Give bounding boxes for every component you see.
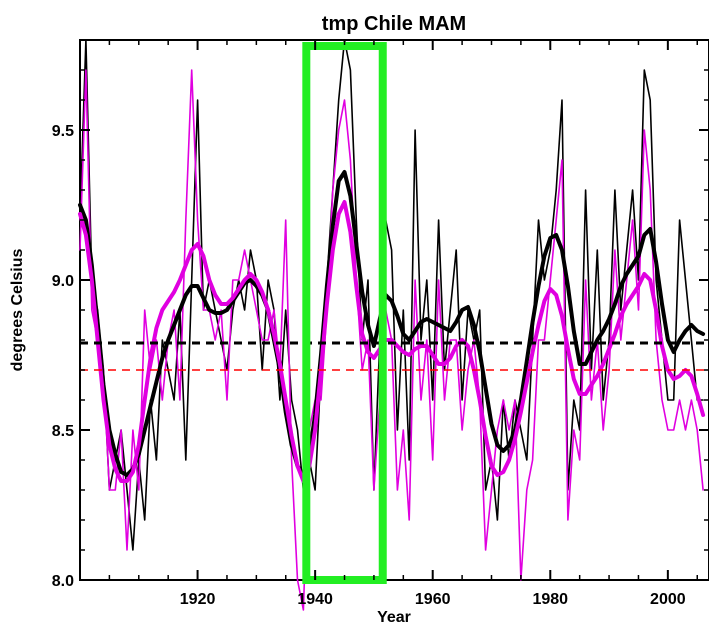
y-tick-label: 9.5 <box>52 123 74 140</box>
x-tick-label: 1920 <box>180 591 216 608</box>
x-axis-label: Year <box>377 609 411 626</box>
reference-lines-layer <box>80 341 709 371</box>
smoothed-magenta-series-line <box>78 200 706 483</box>
highlight-layer <box>302 42 387 584</box>
series-layer <box>78 39 706 611</box>
tick-layer: 1920 1940 1960 1980 2000 8.0 8.5 9.0 9.5 <box>52 39 709 608</box>
chart-title: tmp Chile MAM <box>322 13 466 35</box>
y-axis-label: degrees Celsius <box>9 249 26 372</box>
x-tick-label: 1980 <box>532 591 568 608</box>
x-tick-label: 1960 <box>415 591 451 608</box>
y-tick-label: 9.0 <box>52 273 74 290</box>
highlight-box <box>302 42 387 584</box>
y-tick-label: 8.5 <box>52 423 74 440</box>
plot-area: 1920 1940 1960 1980 2000 8.0 8.5 9.0 9.5 <box>52 39 709 611</box>
x-tick-label: 1940 <box>297 591 333 608</box>
annual-black-series-line <box>79 39 704 551</box>
smoothed-black-series-line <box>78 170 706 477</box>
x-tick-label: 2000 <box>650 591 686 608</box>
y-tick-label: 8.0 <box>52 573 74 590</box>
